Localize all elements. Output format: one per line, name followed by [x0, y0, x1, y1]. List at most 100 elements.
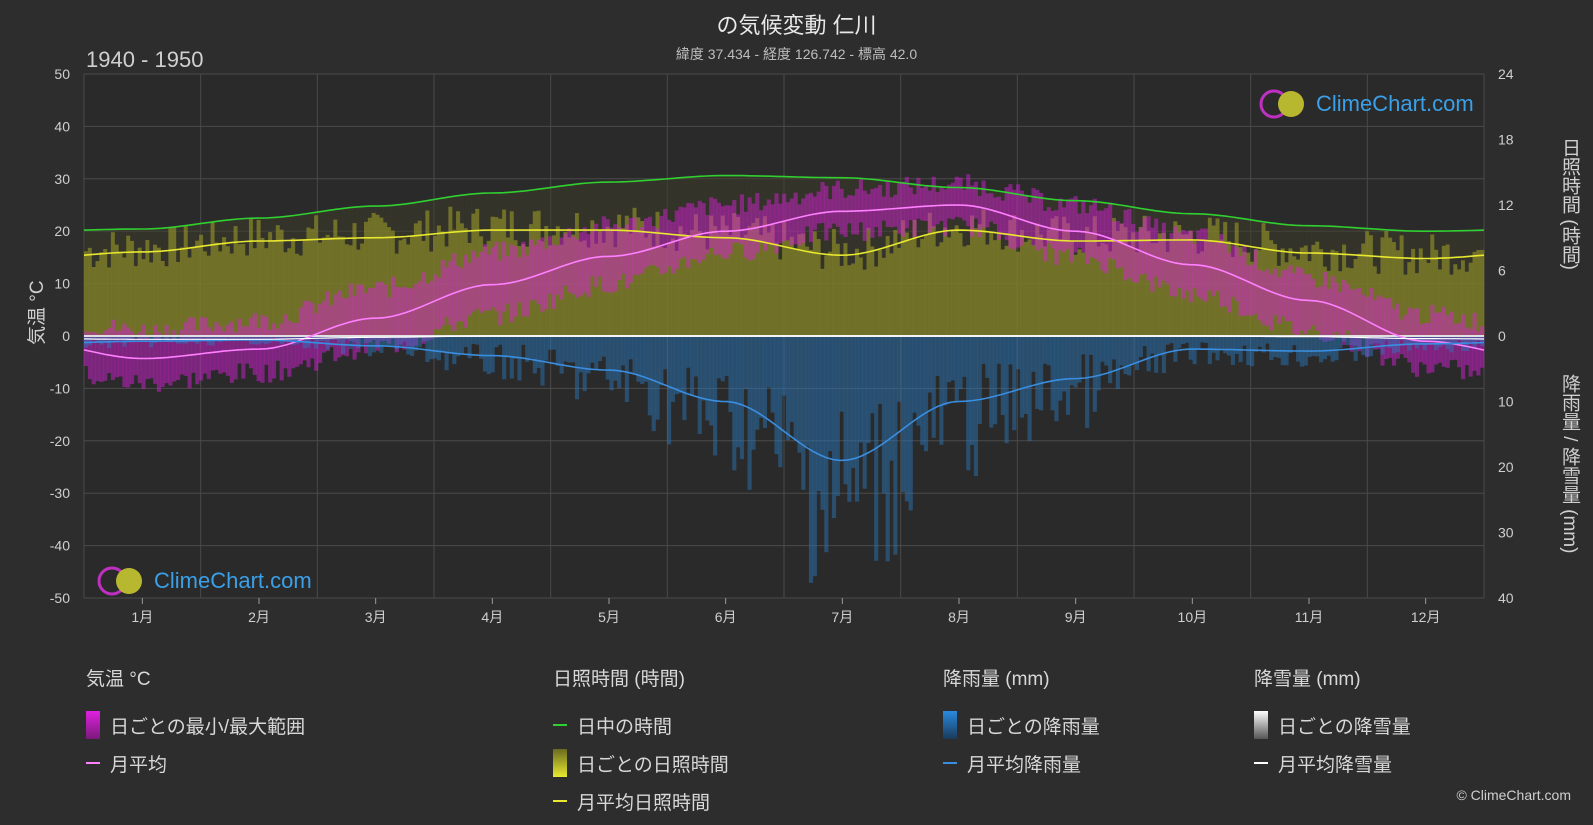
sunshine-bar	[1062, 216, 1067, 336]
sunshine-bar	[103, 249, 108, 336]
sunshine-bar	[1280, 248, 1285, 336]
temp-range-bar	[1177, 232, 1182, 289]
sunshine-bar	[739, 237, 745, 336]
sunshine-bar	[107, 267, 112, 336]
rain-bar	[993, 336, 998, 425]
sunshine-bar	[179, 247, 185, 336]
rain-bar	[133, 336, 138, 339]
sunshine-bar	[678, 226, 683, 336]
rain-bar	[640, 336, 645, 384]
y-left-tick-label: -10	[50, 380, 70, 396]
legend-label: 月平均	[110, 754, 168, 776]
legend-label: 日ごとの降雨量	[967, 716, 1100, 738]
temp-range-bar	[463, 254, 468, 328]
rain-bar	[1349, 336, 1354, 346]
temp-range-bar	[996, 196, 1002, 240]
temp-range-bar	[486, 254, 491, 311]
temp-range-bar	[571, 236, 576, 295]
rain-bar	[774, 336, 779, 455]
temp-range-bar	[1039, 192, 1044, 249]
temp-range-bar	[425, 283, 430, 341]
y-left-tick-label: -40	[50, 538, 70, 554]
rain-bar	[670, 336, 675, 402]
sunshine-bar	[808, 249, 814, 336]
temp-range-bar	[1211, 242, 1216, 297]
sunshine-bar	[172, 227, 177, 336]
sunshine-bar	[448, 206, 453, 336]
y-left-tick-label: 10	[54, 276, 70, 292]
sunshine-bar	[1449, 274, 1454, 336]
rain-bar	[1345, 336, 1351, 346]
temp-range-bar	[1361, 294, 1366, 338]
rain-bar	[1376, 336, 1381, 344]
sunshine-bar	[858, 257, 863, 336]
temp-range-bar	[1250, 264, 1255, 316]
sunshine-bar	[1253, 249, 1258, 336]
temp-range-bar	[617, 227, 622, 281]
temp-range-bar	[91, 331, 96, 385]
rain-bar	[989, 336, 994, 428]
temp-range-bar	[981, 180, 986, 228]
sunshine-bar	[1173, 221, 1178, 336]
rain-bar	[904, 336, 909, 502]
rain-bar	[586, 336, 591, 374]
rain-bar	[674, 336, 679, 395]
temp-range-bar	[440, 260, 445, 326]
temp-range-bar	[816, 191, 821, 224]
sunshine-bar	[1246, 252, 1251, 336]
sunshine-bar	[854, 248, 860, 336]
legend-swatch	[553, 749, 567, 777]
logo-bottom: ClimeChart.com	[96, 565, 312, 597]
temp-range-bar	[1414, 308, 1420, 377]
sunshine-bar	[1342, 244, 1347, 336]
sunshine-bar	[782, 221, 787, 336]
sunshine-bar	[329, 237, 334, 336]
rain-bar	[1357, 336, 1362, 350]
rain-bar	[379, 336, 384, 353]
x-tick-label: 12月	[1411, 609, 1441, 625]
sunshine-bar	[655, 211, 660, 336]
sunshine-bar	[1338, 271, 1343, 336]
rain-bar	[1441, 336, 1446, 344]
temp-range-bar	[168, 339, 173, 386]
rain-bar	[1012, 336, 1017, 431]
sunshine-bar	[1134, 252, 1140, 336]
rain-bar	[881, 336, 886, 494]
rain-bar	[164, 336, 169, 341]
temp-range-bar	[406, 287, 411, 347]
sunshine-bar	[241, 243, 246, 336]
rain-bar	[866, 336, 871, 444]
temp-range-bar	[743, 211, 748, 258]
temp-range-bar	[233, 331, 238, 380]
temp-range-bar	[413, 284, 418, 346]
sunshine-bar	[1127, 245, 1132, 336]
rain-bar	[582, 336, 587, 392]
sunshine-bar	[233, 226, 238, 336]
rain-bar	[870, 336, 875, 414]
legend-sunshine: 日照時間 (時間) 日中の時間 日ごとの日照時間 月平均日照時間	[553, 664, 729, 820]
sunshine-bar	[571, 234, 576, 336]
sunshine-bar	[183, 225, 188, 336]
sunshine-bar	[1215, 218, 1220, 336]
rain-bar	[847, 336, 852, 502]
sunshine-bar	[889, 253, 894, 336]
sunshine-bar	[778, 259, 783, 336]
daylight-bar	[874, 179, 879, 336]
sunshine-bar	[785, 240, 791, 336]
temp-range-bar	[762, 205, 768, 251]
x-tick-label: 5月	[598, 609, 620, 625]
sunshine-bar	[252, 248, 257, 336]
sunshine-bar	[482, 246, 488, 336]
sunshine-bar	[1368, 235, 1374, 336]
daylight-bar	[847, 177, 852, 336]
legend-temp-mean: 月平均	[86, 744, 305, 782]
temp-range-bar	[291, 322, 296, 369]
rain-bar	[456, 336, 461, 357]
sunshine-bar	[1468, 262, 1473, 336]
temp-range-bar	[1184, 231, 1189, 291]
sunshine-bar	[160, 260, 165, 336]
temp-range-bar	[287, 320, 292, 377]
rain-bar	[789, 336, 794, 422]
rain-bar	[762, 336, 768, 429]
rain-bar	[1196, 336, 1201, 349]
